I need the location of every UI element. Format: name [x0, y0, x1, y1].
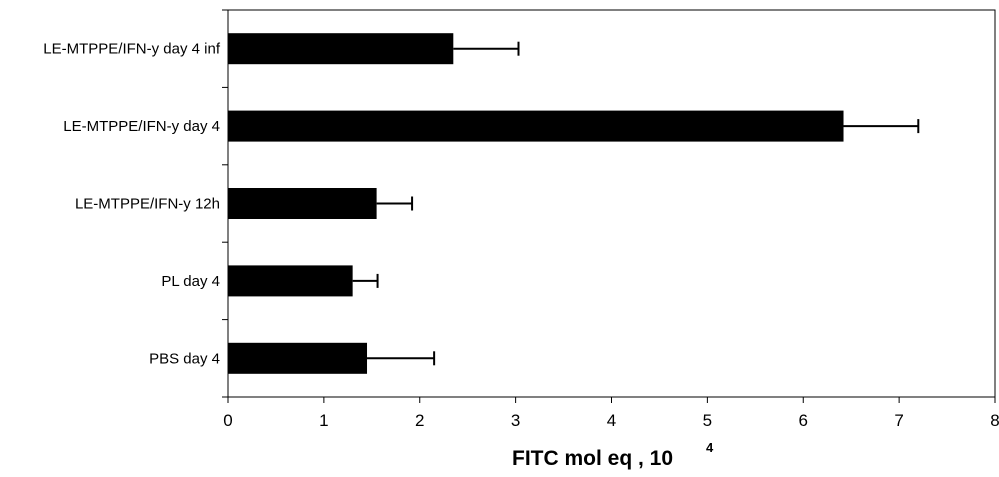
x-tick-label: 7: [894, 411, 903, 430]
category-label: LE-MTPPE/IFN-y day 4 inf: [43, 41, 221, 58]
x-tick-label: 8: [990, 411, 999, 430]
x-tick-label: 5: [703, 411, 712, 430]
x-axis-ticks: 0 1 2 3 4 5 6 7 8: [223, 397, 999, 430]
category-labels: LE-MTPPE/IFN-y day 4 inf LE-MTPPE/IFN-y d…: [43, 41, 221, 368]
category-label: LE-MTPPE/IFN-y 12h: [75, 196, 220, 213]
error-bars-group: [352, 41, 920, 366]
category-label: PL day 4: [161, 273, 220, 290]
x-tick-label: 0: [223, 411, 232, 430]
x-tick-label: 6: [799, 411, 808, 430]
bars-group: [228, 33, 844, 374]
category-label: LE-MTPPE/IFN-y day 4: [63, 118, 220, 135]
x-tick-label: 3: [511, 411, 520, 430]
bar: [228, 342, 368, 374]
x-tick-label: 4: [607, 411, 616, 430]
x-axis-title-exponent: 4: [706, 440, 714, 455]
bar: [228, 188, 377, 219]
x-axis-title: FITC mol eq , 10: [512, 447, 673, 470]
x-tick-label: 1: [319, 411, 328, 430]
x-tick-label: 2: [415, 411, 424, 430]
bar: [228, 110, 844, 142]
category-label: PBS day 4: [149, 350, 220, 367]
bar: [228, 33, 454, 65]
bar: [228, 265, 353, 297]
